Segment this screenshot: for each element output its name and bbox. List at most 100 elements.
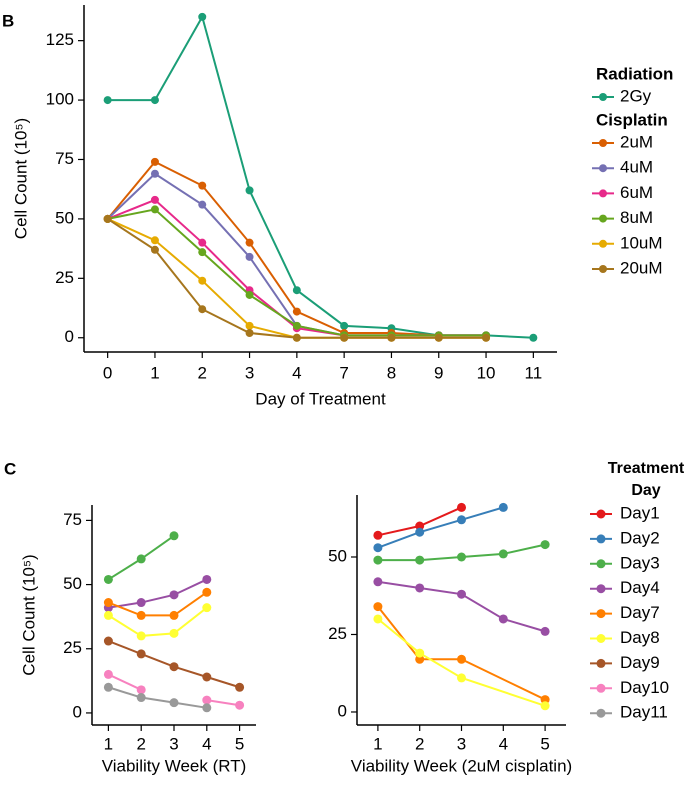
x-tick-label: 1 [373,734,382,753]
series-line [108,591,208,617]
y-tick-label: 75 [55,149,74,168]
x-tick-label: 2 [415,734,424,753]
legend-label: 6uM [620,183,653,202]
point [457,515,466,525]
point [245,290,254,299]
x-tick-label: 3 [457,734,466,753]
y-axis-title: Cell Count (10⁵) [19,554,38,675]
y-tick-label: 25 [55,268,74,287]
point [103,214,112,223]
x-tick-label: 7 [339,363,348,382]
legend-marker [596,708,606,718]
point [169,610,179,620]
series-line [108,578,208,609]
legend-label: Day7 [620,603,660,622]
x-tick-label: 9 [434,363,443,382]
point [198,12,207,21]
point [245,238,254,247]
point [103,574,113,584]
series-line [108,686,207,709]
point [198,276,207,285]
point [202,695,212,705]
series-line [107,673,240,707]
point [415,521,425,531]
point [169,531,179,541]
point [373,577,383,587]
legend-label: Day3 [620,553,660,572]
point [292,321,301,330]
x-axis-title: Viability Week (2uM cisplatin) [351,756,572,775]
point [150,169,159,178]
point [292,286,301,295]
point [235,700,245,710]
y-tick-label: 125 [46,30,74,49]
series-line [107,14,534,339]
point [198,305,207,314]
legend-marker [599,239,607,248]
y-tick-label: 100 [46,90,74,109]
x-tick-label: 2 [198,363,207,382]
legend-marker [599,214,607,223]
point [103,610,113,620]
point [136,685,146,695]
x-tick-label: 5 [235,734,244,753]
x-tick-label: 0 [103,363,112,382]
y-axis-title: Cell Count (10⁵) [11,118,30,239]
point [136,610,146,620]
series-line [377,605,546,701]
point [150,195,159,204]
point [540,626,550,636]
legend-label: Day2 [620,528,660,547]
legend-marker [596,559,606,569]
point [457,673,466,683]
y-tick-label: 50 [63,574,82,593]
point [498,502,508,512]
point [373,555,383,565]
point [169,698,179,708]
point [373,543,383,553]
x-tick-label: 10 [477,363,496,382]
legend-label: Day1 [620,503,660,522]
legend-label: 4uM [620,158,653,177]
point [103,636,113,646]
point [415,527,425,537]
point [136,631,146,641]
legend-marker [596,634,606,643]
point [136,649,146,659]
legend-marker [596,609,606,619]
series-line [107,218,487,339]
point [387,333,396,342]
point [245,321,254,330]
panel-label: B [2,11,14,30]
point [103,682,113,692]
point [198,238,207,247]
x-tick-label: 1 [104,734,113,753]
x-tick-label: 1 [150,363,159,382]
legend-marker [599,139,607,147]
x-tick-label: 4 [202,734,211,753]
panel-label: C [4,459,16,478]
point [136,693,146,703]
y-tick-label: 0 [65,327,74,346]
x-tick-label: 3 [169,734,178,753]
legend-label: 2uM [620,132,653,151]
legend-marker [599,265,607,273]
point [373,614,383,624]
series-line [377,580,546,633]
point [498,614,508,624]
point [169,590,179,600]
point [373,602,383,612]
point [245,252,254,261]
point [150,157,159,166]
point [434,333,443,342]
series-line [377,618,546,707]
point [415,654,425,664]
x-tick-label: 4 [499,734,508,753]
legend-marker [596,509,606,519]
y-tick-label: 25 [63,638,82,657]
series-line [107,606,208,637]
y-tick-label: 0 [73,702,82,721]
point [103,96,112,105]
point [457,502,466,512]
